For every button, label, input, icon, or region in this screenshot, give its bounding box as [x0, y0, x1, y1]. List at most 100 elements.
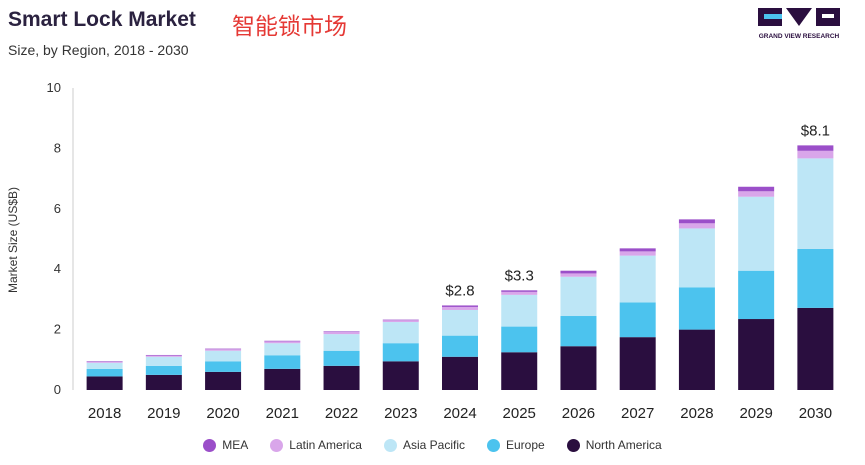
- bar-segment-north-america: [738, 319, 775, 390]
- legend-label: MEA: [222, 438, 249, 452]
- bar-segment-mea: [145, 354, 182, 356]
- bar-segment-mea: [738, 186, 775, 192]
- bar-segment-europe: [442, 335, 478, 357]
- x-tick-label: 2023: [384, 405, 417, 422]
- bar-stack-2021: [264, 340, 301, 390]
- bar-stack-2024: [442, 305, 478, 390]
- bar-segment-europe: [797, 248, 834, 308]
- total-label-2024: $2.8: [445, 282, 474, 299]
- bar-segment-north-america: [797, 307, 834, 390]
- logo-accent-left: [764, 14, 782, 19]
- legend: MEA Latin America Asia Pacific Europe North …: [0, 438, 865, 452]
- logo-block-middle: [786, 8, 812, 26]
- bar-segment-mea: [323, 331, 360, 333]
- total-label-2025: $3.3: [505, 267, 534, 284]
- chart-title: Smart Lock Market: [8, 8, 196, 31]
- bar-segment-north-america: [86, 376, 123, 390]
- bar-segment-latin-america: [382, 320, 419, 323]
- bar-segment-latin-america: [264, 341, 301, 344]
- x-tick-label: 2019: [147, 405, 180, 422]
- chart-title-chinese: 智能锁市场: [232, 14, 347, 40]
- x-tick-label: 2026: [562, 405, 595, 422]
- bar-segment-asia-pacific: [619, 255, 656, 303]
- x-tick-label: 2018: [88, 405, 121, 422]
- bar-segment-europe: [678, 287, 715, 330]
- x-tick-label: 2025: [503, 405, 536, 422]
- bar-segment-latin-america: [797, 150, 834, 159]
- bar-segment-latin-america: [86, 361, 123, 363]
- bar-segment-mea: [264, 340, 301, 342]
- bar-stack-2018: [86, 361, 123, 390]
- bar-segment-mea: [86, 361, 123, 362]
- x-tick-label: 2028: [680, 405, 713, 422]
- bar-segment-latin-america: [560, 273, 597, 277]
- y-axis: 0 2 4 6 8 10: [47, 80, 74, 397]
- y-tick-label: 6: [54, 201, 61, 216]
- bar-segment-asia-pacific: [86, 362, 123, 369]
- bar-segment-mea: [619, 248, 656, 252]
- bar-segment-asia-pacific: [145, 356, 182, 366]
- bar-stack-2022: [323, 331, 360, 390]
- bar-segment-mea: [442, 305, 478, 307]
- bar-segment-north-america: [560, 346, 597, 390]
- logo-accent-right: [822, 14, 834, 18]
- bar-segment-europe: [86, 368, 123, 377]
- y-tick-label: 0: [54, 382, 61, 397]
- legend-label: Latin America: [289, 438, 362, 452]
- bar-segment-europe: [264, 355, 301, 369]
- legend-swatch: [487, 438, 500, 452]
- bar-segment-asia-pacific: [738, 196, 775, 271]
- bar-segment-north-america: [501, 352, 538, 390]
- bar-segment-north-america: [678, 329, 715, 390]
- bar-segment-asia-pacific: [323, 334, 360, 351]
- x-tick-label: 2020: [206, 405, 239, 422]
- bar-segment-latin-america: [145, 355, 182, 357]
- y-tick-label: 4: [54, 261, 61, 276]
- legend-swatch: [203, 438, 217, 452]
- legend-swatch: [566, 438, 580, 452]
- bar-segment-latin-america: [205, 349, 242, 351]
- bar-segment-europe: [323, 350, 360, 366]
- bar-stack-2026: [560, 270, 597, 390]
- bar-segment-north-america: [205, 371, 242, 390]
- legend-label: Asia Pacific: [402, 438, 465, 452]
- bar-segment-europe: [738, 270, 775, 320]
- bar-segment-asia-pacific: [501, 294, 538, 327]
- bar-segment-latin-america: [442, 306, 478, 310]
- bar-segment-asia-pacific: [264, 343, 301, 356]
- bar-segment-europe: [145, 365, 182, 375]
- bar-stack-2028: [678, 219, 715, 390]
- legend-item-latin-america: Latin America: [270, 438, 362, 452]
- bar-stack-2023: [382, 319, 419, 390]
- legend-swatch: [270, 438, 284, 452]
- x-tick-label: 2024: [443, 405, 476, 422]
- bar-segment-latin-america: [738, 191, 775, 197]
- logo-text: GRAND VIEW RESEARCH: [759, 33, 840, 40]
- legend-item-north-america: North America: [566, 438, 662, 452]
- bar-segment-europe: [560, 316, 597, 347]
- bar-stack-2027: [619, 248, 656, 390]
- bar-segment-latin-america: [678, 223, 715, 229]
- bar-segment-asia-pacific: [205, 350, 242, 362]
- bar-segment-asia-pacific: [382, 322, 419, 344]
- bar-segment-mea: [797, 145, 834, 151]
- legend-label: Europe: [506, 438, 545, 452]
- stacked-bar-chart: 0 2 4 6 8 10 2018 2019 2020 2021 2022 2023 2024 2025…: [6, 80, 834, 422]
- bar-stack-2020: [205, 348, 242, 390]
- x-tick-label: 2030: [799, 405, 832, 422]
- bar-segment-mea: [205, 348, 242, 350]
- bar-segment-mea: [501, 290, 538, 292]
- bar-segment-asia-pacific: [678, 228, 715, 288]
- bar-segment-latin-america: [619, 251, 656, 256]
- bar-segment-europe: [619, 302, 656, 338]
- legend-item-mea: MEA: [203, 438, 248, 452]
- x-axis-labels: 2018 2019 2020 2021 2022 2023 2024 2025 2026 2027…: [88, 405, 832, 422]
- bar-segment-europe: [501, 326, 538, 353]
- bar-segment-north-america: [442, 356, 478, 390]
- bar-stack-2025: [501, 290, 538, 390]
- legend-label: North America: [585, 438, 662, 452]
- bar-segment-latin-america: [323, 332, 360, 335]
- bar-segment-mea: [560, 270, 597, 274]
- bar-segment-europe: [382, 343, 419, 362]
- bar-segment-north-america: [323, 365, 360, 390]
